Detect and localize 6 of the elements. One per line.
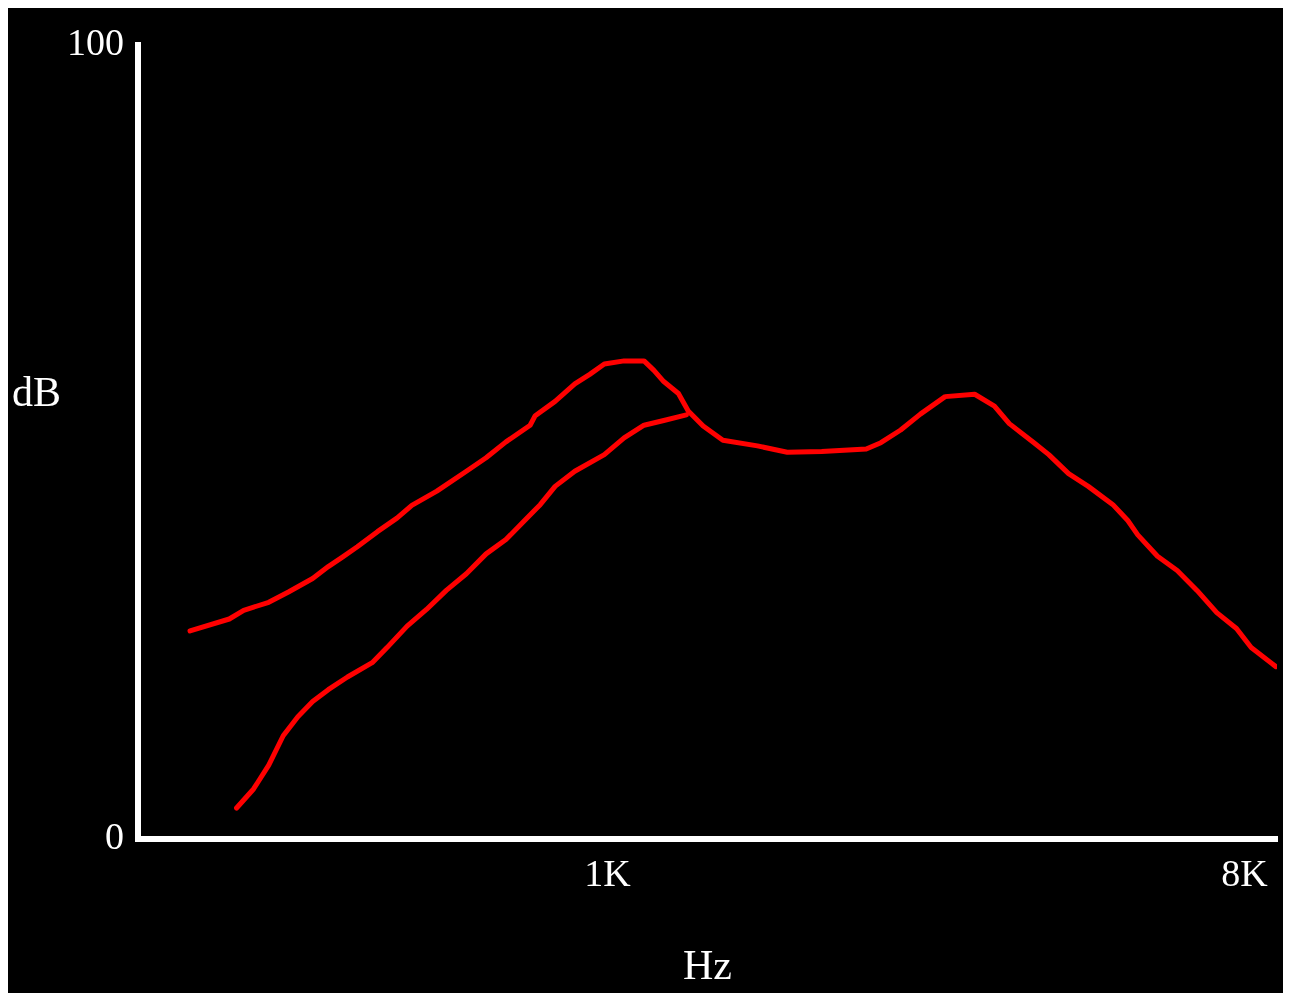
- x-tick-label: 1K: [584, 851, 632, 894]
- x-tick-label: 8K: [1221, 851, 1269, 894]
- x-axis-title: Hz: [683, 941, 732, 988]
- y-tick-label: 0: [105, 814, 124, 857]
- y-axis-title: dB: [12, 368, 62, 416]
- y-tick-label: 100: [67, 20, 124, 63]
